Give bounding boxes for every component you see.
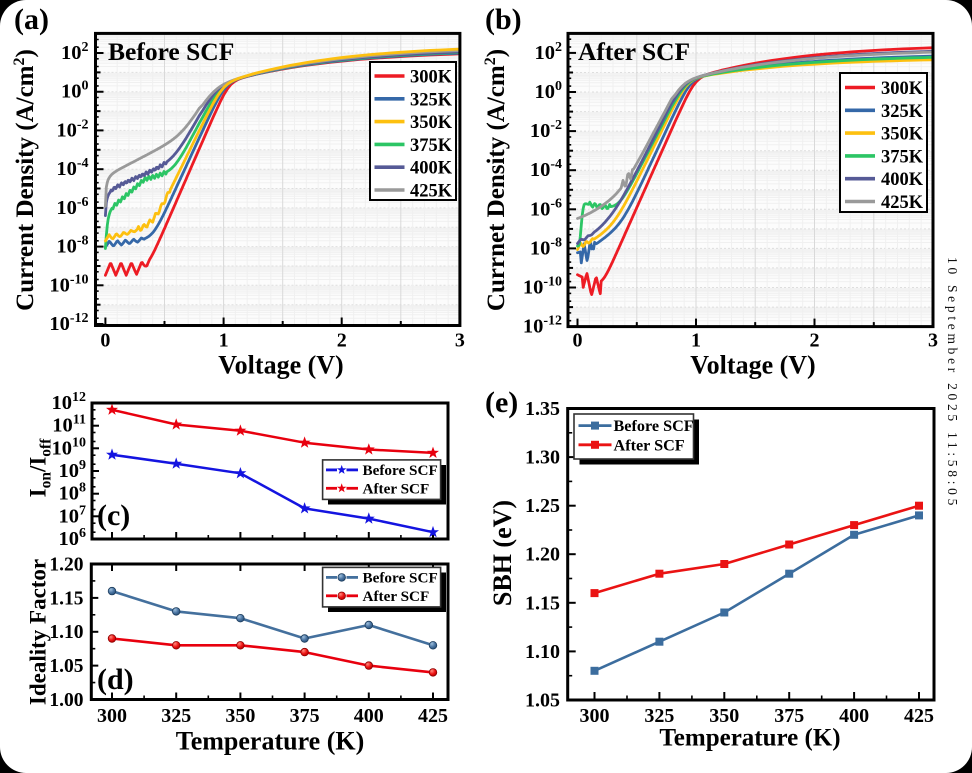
- svg-text:(d): (d): [97, 663, 134, 696]
- svg-text:425K: 425K: [881, 193, 924, 213]
- svg-text:1.30: 1.30: [525, 447, 560, 469]
- svg-text:400: 400: [354, 705, 384, 727]
- svg-text:102: 102: [535, 40, 563, 64]
- svg-text:After SCF: After SCF: [363, 480, 430, 497]
- svg-text:102: 102: [61, 40, 89, 64]
- svg-text:108: 108: [59, 481, 87, 505]
- svg-text:10-4: 10-4: [56, 156, 88, 180]
- svg-text:Temperature (K): Temperature (K): [176, 727, 364, 756]
- svg-text:3: 3: [928, 330, 938, 352]
- svg-text:SBH (eV): SBH (eV): [488, 500, 517, 606]
- svg-text:10-6: 10-6: [530, 196, 562, 220]
- svg-text:Voltage (V): Voltage (V): [218, 351, 343, 380]
- svg-text:300: 300: [580, 705, 610, 727]
- svg-text:400K: 400K: [410, 159, 453, 179]
- svg-text:1.15: 1.15: [525, 592, 560, 614]
- svg-text:325K: 325K: [410, 90, 453, 110]
- svg-text:100: 100: [535, 79, 563, 103]
- svg-text:300K: 300K: [881, 79, 924, 99]
- svg-text:Before SCF: Before SCF: [363, 462, 438, 479]
- svg-text:350: 350: [225, 705, 255, 727]
- svg-text:375K: 375K: [881, 147, 924, 167]
- svg-text:10-6: 10-6: [56, 195, 88, 219]
- svg-text:0: 0: [100, 330, 110, 352]
- svg-text:107: 107: [59, 503, 87, 527]
- svg-text:10-10: 10-10: [49, 272, 88, 296]
- svg-text:10-10: 10-10: [523, 275, 562, 299]
- svg-text:1.15: 1.15: [49, 588, 83, 609]
- svg-text:10-2: 10-2: [530, 118, 562, 142]
- svg-text:106: 106: [59, 526, 87, 550]
- svg-text:425K: 425K: [410, 182, 453, 202]
- svg-text:Before SCF: Before SCF: [614, 417, 694, 435]
- svg-text:After SCF: After SCF: [363, 588, 430, 605]
- svg-text:Current Density (A/cm2): Current Density (A/cm2): [11, 49, 39, 311]
- svg-text:10-8: 10-8: [56, 234, 88, 258]
- svg-text:1012: 1012: [52, 390, 87, 414]
- svg-text:1.10: 1.10: [525, 641, 560, 663]
- svg-text:Ideality Factor: Ideality Factor: [26, 559, 51, 705]
- svg-text:(e): (e): [485, 386, 518, 419]
- svg-text:1.25: 1.25: [525, 495, 560, 517]
- svg-text:1.05: 1.05: [525, 690, 560, 712]
- svg-text:1: 1: [691, 330, 701, 352]
- svg-text:Before SCF: Before SCF: [108, 37, 234, 66]
- svg-text:1.05: 1.05: [49, 656, 83, 677]
- svg-text:300: 300: [97, 705, 127, 727]
- svg-text:Before SCF: Before SCF: [363, 570, 438, 587]
- svg-text:3: 3: [455, 330, 465, 352]
- svg-text:2: 2: [337, 330, 347, 352]
- svg-text:1.10: 1.10: [49, 622, 83, 643]
- svg-text:(c): (c): [97, 499, 130, 532]
- svg-text:325K: 325K: [881, 102, 924, 122]
- svg-text:350K: 350K: [881, 125, 924, 145]
- svg-text:109: 109: [59, 458, 87, 482]
- svg-text:375: 375: [774, 705, 804, 727]
- svg-text:325: 325: [161, 705, 191, 727]
- svg-text:325: 325: [644, 705, 674, 727]
- svg-text:Currnet Density (A/cm2): Currnet Density (A/cm2): [482, 49, 510, 311]
- svg-text:1.20: 1.20: [49, 555, 83, 576]
- svg-text:1010: 1010: [52, 435, 87, 459]
- svg-text:1: 1: [219, 330, 229, 352]
- svg-text:After SCF: After SCF: [578, 37, 690, 66]
- svg-text:1.00: 1.00: [49, 690, 83, 711]
- svg-text:10-12: 10-12: [523, 314, 562, 338]
- svg-text:(b): (b): [485, 3, 522, 36]
- svg-text:10-12: 10-12: [49, 311, 88, 335]
- svg-text:375K: 375K: [410, 136, 453, 156]
- svg-text:1.35: 1.35: [525, 398, 560, 420]
- svg-text:Ion/Ioff: Ion/Ioff: [26, 438, 55, 498]
- svg-text:1.20: 1.20: [525, 544, 560, 566]
- svg-text:100: 100: [61, 79, 89, 103]
- svg-text:425: 425: [904, 705, 934, 727]
- svg-text:400K: 400K: [881, 170, 924, 190]
- svg-text:10-2: 10-2: [56, 117, 88, 141]
- svg-text:300K: 300K: [410, 68, 453, 88]
- svg-text:Voltage (V): Voltage (V): [690, 351, 815, 380]
- svg-text:425: 425: [418, 705, 448, 727]
- svg-text:375: 375: [290, 705, 320, 727]
- svg-text:0: 0: [573, 330, 583, 352]
- svg-text:400: 400: [839, 705, 869, 727]
- svg-text:10 September 2025 11:58:05: 10 September 2025 11:58:05: [945, 257, 960, 509]
- svg-text:2: 2: [810, 330, 820, 352]
- svg-text:(a): (a): [14, 3, 49, 36]
- svg-text:After SCF: After SCF: [614, 436, 685, 454]
- svg-text:350K: 350K: [410, 113, 453, 133]
- svg-text:10-8: 10-8: [530, 235, 562, 259]
- svg-text:1011: 1011: [52, 413, 86, 437]
- svg-text:10-4: 10-4: [530, 157, 562, 181]
- svg-text:350: 350: [709, 705, 739, 727]
- svg-text:Temperature (K): Temperature (K): [659, 725, 840, 752]
